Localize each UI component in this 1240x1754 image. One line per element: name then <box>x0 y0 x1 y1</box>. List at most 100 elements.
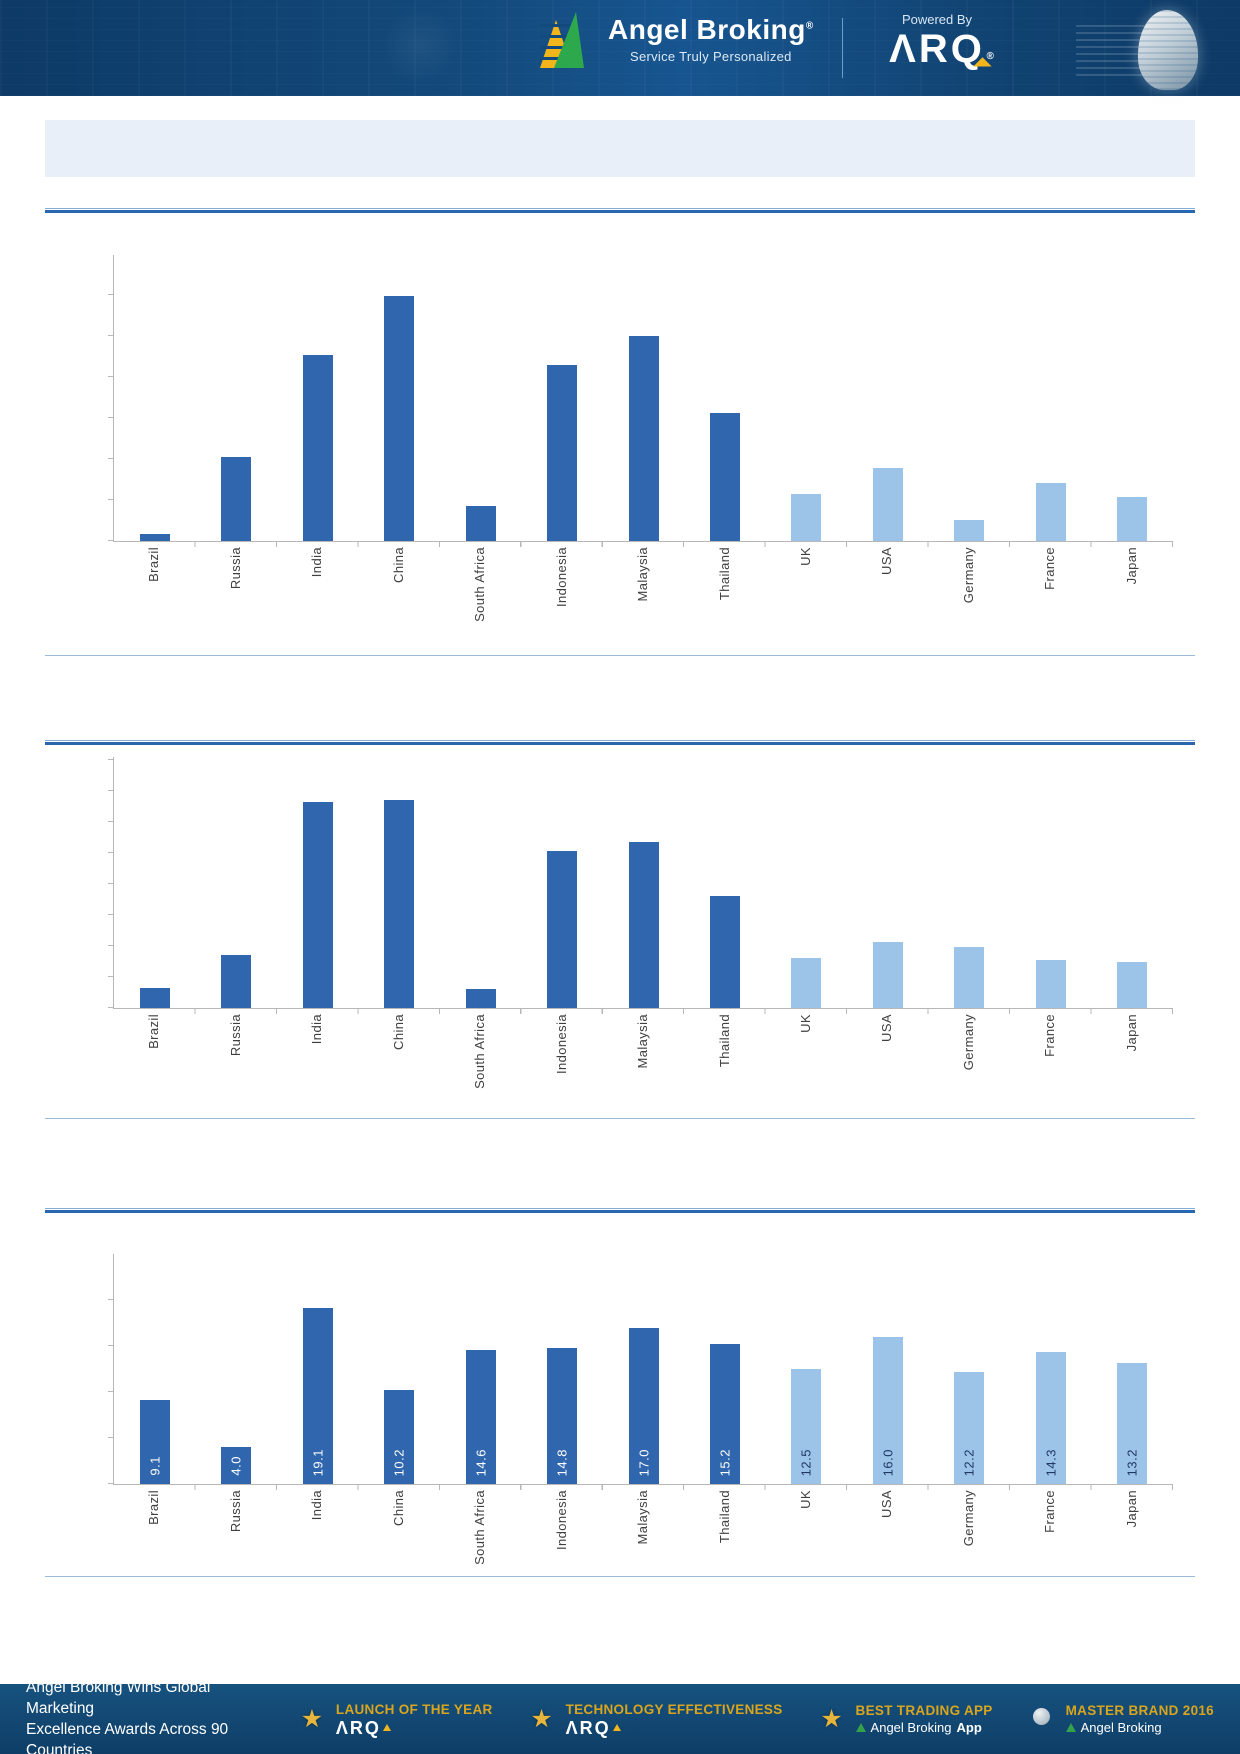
category-label-china: China <box>390 1490 406 1526</box>
trophy-icon: ★ <box>527 1705 557 1733</box>
category-label-russia: Russia <box>227 547 243 590</box>
category-cell-malaysia: Malaysia <box>602 1490 683 1574</box>
section-separator-3 <box>45 1576 1195 1577</box>
bar-cell-south-africa <box>440 757 521 1008</box>
bar-japan: 13.2 <box>1117 1362 1148 1484</box>
award-subtitle: ΛRQ <box>336 1719 493 1737</box>
category-cell-china: China <box>357 1490 438 1574</box>
bar-usa: 16.0 <box>872 1336 903 1484</box>
category-label-usa: USA <box>879 547 895 575</box>
powered-by-label: Powered By <box>901 12 973 27</box>
category-label-india: India <box>309 1014 325 1045</box>
category-cell-usa: USA <box>846 1490 927 1574</box>
category-label-thailand: Thailand <box>716 547 732 601</box>
category-label-malaysia: Malaysia <box>635 1014 651 1069</box>
bar-cell-malaysia: 17.0 <box>603 1254 684 1484</box>
bar-indonesia <box>547 365 578 541</box>
category-label-france: France <box>1042 1014 1058 1057</box>
category-cell-malaysia: Malaysia <box>602 1014 683 1118</box>
category-cell-malaysia: Malaysia <box>602 547 683 643</box>
category-cell-indonesia: Indonesia <box>520 547 601 643</box>
category-cell-south-africa: South Africa <box>439 1490 520 1574</box>
bar-cell-russia: 4.0 <box>195 1254 276 1484</box>
header-divider <box>842 18 843 78</box>
bar-cell-thailand: 15.2 <box>684 1254 765 1484</box>
category-cell-uk: UK <box>765 547 846 643</box>
award-text: TECHNOLOGY EFFECTIVENESS ΛRQ <box>566 1702 783 1737</box>
bar-value-label-russia: 4.0 <box>228 1456 244 1476</box>
category-label-indonesia: Indonesia <box>553 1490 569 1550</box>
bar-india <box>302 355 333 541</box>
award-subtitle: Angel Broking <box>1065 1720 1214 1735</box>
category-label-china: China <box>390 1014 406 1050</box>
bar-uk <box>791 494 822 541</box>
bar-value-label-usa: 16.0 <box>880 1448 896 1476</box>
category-label-malaysia: Malaysia <box>635 1490 651 1545</box>
category-label-russia: Russia <box>227 1490 243 1533</box>
category-label-germany: Germany <box>960 1490 976 1547</box>
brand-text: Angel Broking® Service Truly Personalize… <box>608 12 814 65</box>
bar-japan <box>1117 961 1148 1008</box>
category-label-germany: Germany <box>960 1014 976 1071</box>
bar-cell-france: 14.3 <box>1010 1254 1091 1484</box>
arq-wordmark: ΛRQ ® <box>889 27 994 76</box>
arq-mini-wordmark: ΛRQ <box>565 1717 611 1738</box>
category-cell-germany: Germany <box>928 1014 1009 1118</box>
bar-russia <box>221 955 252 1008</box>
award-text: MASTER BRAND 2016 Angel Broking <box>1065 1703 1214 1735</box>
bar-cell-china: 10.2 <box>358 1254 439 1484</box>
category-label-japan: Japan <box>1123 1490 1139 1528</box>
category-labels: Brazil Russia India China South Africa Indone… <box>113 1009 1172 1118</box>
bar-france <box>1035 482 1066 541</box>
bar-uk <box>791 957 822 1008</box>
registered-mark: ® <box>805 21 814 32</box>
category-cell-japan: Japan <box>1091 1490 1172 1574</box>
category-label-usa: USA <box>879 1490 895 1518</box>
category-label-germany: Germany <box>960 547 976 604</box>
category-label-south-africa: South Africa <box>472 547 488 622</box>
chart-1-plot <box>108 255 1173 547</box>
award-subtitle-text: Angel Broking <box>1080 1720 1162 1735</box>
bars <box>114 757 1173 1008</box>
arq-mini-gold-triangle <box>382 1724 391 1731</box>
bar-cell-russia <box>195 255 276 541</box>
angel-broking-logo-icon <box>540 12 596 74</box>
circuit-pattern <box>0 0 1240 96</box>
chart-3-plot: 9.1 4.0 19.1 10.2 14.6 14.8 17.0 15.2 12.5 16.0 12… <box>108 1254 1173 1490</box>
chart-3-section: 9.1 4.0 19.1 10.2 14.6 14.8 17.0 15.2 12.5 16.0 12… <box>45 1208 1195 1574</box>
category-label-france: France <box>1042 547 1058 590</box>
bar-value-label-china: 10.2 <box>391 1448 407 1476</box>
bar-cell-germany: 12.2 <box>929 1254 1010 1484</box>
award-subtitle: ΛRQ <box>566 1719 783 1737</box>
chart-2-title-underline <box>45 740 1195 745</box>
bar-brazil <box>139 534 170 541</box>
star-glyph: ★ <box>530 1705 553 1733</box>
category-cell-germany: Germany <box>928 547 1009 643</box>
award-subtitle-bold: App <box>956 1720 982 1735</box>
bar-india: 19.1 <box>302 1308 333 1484</box>
category-label-uk: UK <box>797 1014 813 1033</box>
bar-malaysia <box>628 842 659 1008</box>
bar-germany <box>954 946 985 1008</box>
bar-uk: 12.5 <box>791 1369 822 1484</box>
bar-value-label-india: 19.1 <box>310 1448 326 1476</box>
arq-mini-gold-triangle <box>612 1724 621 1731</box>
bar-value-label-france: 14.3 <box>1043 1448 1059 1476</box>
bars: 9.1 4.0 19.1 10.2 14.6 14.8 17.0 15.2 12.5 16.0 12… <box>114 1254 1173 1484</box>
globe-trophy-icon <box>1027 1708 1057 1730</box>
category-label-brazil: Brazil <box>146 1014 162 1049</box>
chart-2-plot <box>108 757 1173 1014</box>
star-glyph: ★ <box>300 1705 324 1733</box>
bar-germany <box>954 520 985 541</box>
trophy-icon: ★ <box>297 1705 327 1733</box>
bar-china: 10.2 <box>384 1390 415 1484</box>
category-cell-india: India <box>276 547 357 643</box>
star-glyph: ★ <box>820 1705 843 1733</box>
footer-left-text: Angel Broking Wins Global Marketing Exce… <box>26 1677 263 1754</box>
bar-value-label-uk: 12.5 <box>798 1448 814 1476</box>
bars <box>114 255 1173 541</box>
category-cell-france: France <box>1009 1490 1090 1574</box>
award-subtitle: Angel Broking App <box>855 1720 993 1735</box>
globe-sphere <box>1033 1708 1051 1725</box>
